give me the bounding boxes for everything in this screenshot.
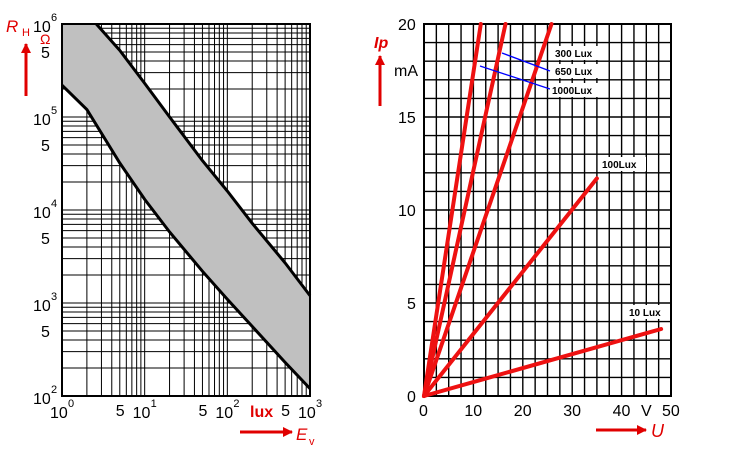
left-x-tick-label: 5: [198, 403, 207, 420]
svg-text:100Lux: 100Lux: [602, 160, 637, 171]
label-650-lux: 650 Lux: [552, 64, 598, 78]
left-x-tick-exponent: 3: [316, 398, 322, 410]
series-line: [422, 176, 599, 398]
right-y-unit: mA: [394, 63, 418, 80]
left-y-tick-label: 5: [41, 324, 50, 341]
label-100-lux: 100Lux: [600, 157, 646, 171]
series-line: [422, 22, 508, 398]
left-y-label: R: [6, 17, 18, 36]
right-y-tick-label: 20: [398, 17, 416, 34]
left-y-tick-label: 10: [33, 298, 51, 315]
svg-text:10 Lux: 10 Lux: [629, 308, 661, 319]
left-y-tick-exponent: 5: [51, 105, 57, 117]
right-x-tick-label: 40: [613, 403, 631, 420]
left-y-tick-exponent: 3: [51, 291, 57, 303]
label-300-lux: 300 Lux: [552, 46, 598, 60]
right-y-tick-label: 0: [407, 389, 416, 406]
series-line: [422, 22, 483, 398]
series-line: [422, 22, 554, 398]
right-y-tick-label: 10: [398, 203, 416, 220]
left-y-tick-label: 10: [33, 19, 51, 36]
left-x-tick-exponent: 0: [68, 398, 74, 410]
right-y-tick-label: 5: [407, 296, 416, 313]
series-line: [422, 327, 664, 398]
left-x-tick-exponent: 1: [151, 398, 157, 410]
left-x-tick-label: 10: [215, 405, 233, 422]
right-grid: [423, 23, 672, 397]
left-x-label: E: [296, 425, 308, 444]
left-y-unit: Ω: [40, 31, 50, 47]
left-y-tick-label: 10: [33, 112, 51, 129]
left-y-tick-exponent: 4: [51, 198, 57, 210]
right-y-label: Ip: [374, 35, 388, 52]
left-x-tick-label: 5: [281, 403, 290, 420]
right-x-tick-label: 10: [464, 403, 482, 420]
leader-line-650: [479, 65, 551, 90]
right-x-label: U: [651, 421, 665, 441]
current-voltage-chart: 300 Lux 650 Lux 1000Lux 100Lux 10 Lux 0 1…: [374, 17, 680, 441]
left-y-tick-exponent: 6: [51, 12, 57, 24]
left-x-label-sub: v: [309, 436, 315, 448]
left-x-tick-label: 5: [116, 403, 125, 420]
left-y-tick-label: 5: [41, 231, 50, 248]
left-y-tick-label: 5: [41, 45, 50, 62]
right-plot-frame: [423, 23, 672, 397]
left-x-tick-label: 10: [133, 405, 151, 422]
right-series-lines: [422, 22, 664, 398]
left-x-tick-label: 10: [298, 405, 316, 422]
left-x-tick-label: 10: [50, 405, 68, 422]
right-y-tick-labels: 0 5 10 15 20: [398, 17, 416, 406]
right-x-tick-label: 0: [419, 403, 428, 420]
upper-curve: [95, 23, 312, 297]
leader-line-300: [501, 52, 551, 72]
right-y-tick-label: 15: [398, 110, 416, 127]
right-x-tick-label: 20: [514, 403, 532, 420]
left-y-tick-label: 5: [41, 138, 50, 155]
svg-text:1000Lux: 1000Lux: [552, 86, 592, 97]
right-x-tick-label: 50: [662, 403, 680, 420]
svg-text:650 Lux: 650 Lux: [555, 67, 593, 78]
right-x-tick-label: 30: [563, 403, 581, 420]
left-y-label-sub: H: [22, 27, 30, 39]
svg-text:300 Lux: 300 Lux: [555, 49, 593, 60]
lower-curve: [60, 84, 312, 390]
left-plot-frame: [61, 23, 311, 397]
right-x-unit: V: [641, 403, 652, 420]
label-1000-lux: 1000Lux: [550, 83, 598, 97]
legend-leader-lines: [479, 52, 551, 90]
left-x-tick-labels: 100 5 101 5 102 5 103: [50, 398, 322, 422]
left-y-tick-exponent: 2: [51, 384, 57, 396]
left-y-tick-label: 10: [33, 391, 51, 408]
label-10-lux: 10 Lux: [626, 305, 666, 319]
resistance-band: [62, 24, 310, 389]
left-x-tick-exponent: 2: [233, 398, 239, 410]
left-y-tick-label: 10: [33, 205, 51, 222]
right-x-tick-labels: 0 10 20 30 40 50: [419, 403, 680, 420]
left-x-unit: lux: [250, 404, 273, 421]
